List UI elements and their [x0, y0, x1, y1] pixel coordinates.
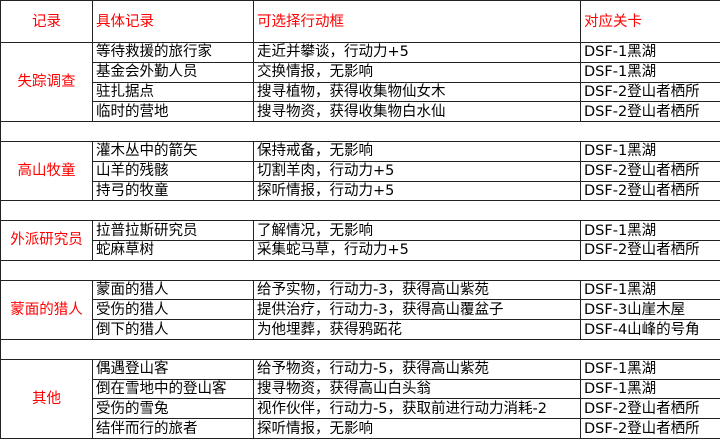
level-cell: DSF-4山峰的号角	[581, 320, 720, 340]
level-cell: DSF-2登山者栖所	[581, 399, 720, 419]
header-row: 记录 具体记录 可选择行动框 对应关卡	[1, 1, 720, 43]
level-cell: DSF-1黑湖	[581, 62, 720, 82]
level-cell: DSF-1黑湖	[581, 359, 720, 379]
level-cell: DSF-1黑湖	[581, 43, 720, 63]
action-cell: 视作伙伴，行动力-5，获取前进行动力消耗-2	[254, 399, 581, 419]
action-cell: 探听情报，行动力+5	[254, 181, 581, 201]
action-cell: 走近并攀谈，行动力+5	[254, 43, 581, 63]
detail-cell: 倒在雪地中的登山客	[93, 379, 254, 399]
group-name: 其他	[1, 359, 93, 438]
detail-cell: 驻扎据点	[93, 82, 254, 102]
action-cell: 提供治疗，行动力-3，获得高山覆盆子	[254, 300, 581, 320]
detail-cell: 持弓的牧童	[93, 181, 254, 201]
spacer-cell	[1, 260, 720, 280]
action-cell: 交换情报，无影响	[254, 62, 581, 82]
level-cell: DSF-2登山者栖所	[581, 102, 720, 122]
detail-cell: 偶遇登山客	[93, 359, 254, 379]
detail-cell: 结伴而行的旅者	[93, 419, 254, 439]
action-cell: 搜寻物资，获得高山白头翁	[254, 379, 581, 399]
header-detail: 具体记录	[93, 1, 254, 43]
detail-cell: 山羊的残骸	[93, 161, 254, 181]
action-cell: 给予物资，行动力-5，获得高山紫苑	[254, 359, 581, 379]
header-record: 记录	[1, 1, 93, 43]
spacer-row	[1, 122, 720, 142]
group-name: 外派研究员	[1, 221, 93, 261]
action-cell: 搜寻植物，获得收集物仙女木	[254, 82, 581, 102]
group-name: 蒙面的猎人	[1, 280, 93, 339]
detail-cell: 受伤的猎人	[93, 300, 254, 320]
level-cell: DSF-3山崖木屋	[581, 300, 720, 320]
level-cell: DSF-2登山者栖所	[581, 240, 720, 260]
spacer-cell	[1, 122, 720, 142]
detail-cell: 等待救援的旅行家	[93, 43, 254, 63]
action-cell: 搜寻物资，获得收集物白水仙	[254, 102, 581, 122]
header-action: 可选择行动框	[254, 1, 581, 43]
spacer-cell	[1, 201, 720, 221]
detail-cell: 基金会外勤人员	[93, 62, 254, 82]
detail-cell: 受伤的雪兔	[93, 399, 254, 419]
action-cell: 切割羊肉，行动力+5	[254, 161, 581, 181]
detail-cell: 蒙面的猎人	[93, 280, 254, 300]
level-cell: DSF-2登山者栖所	[581, 161, 720, 181]
action-cell: 了解情况，无影响	[254, 221, 581, 241]
level-cell: DSF-2登山者栖所	[581, 82, 720, 102]
group-name: 失踪调查	[1, 43, 93, 122]
detail-cell: 倒下的猎人	[93, 320, 254, 340]
level-cell: DSF-1黑湖	[581, 280, 720, 300]
action-cell: 为他埋葬，获得鸦跖花	[254, 320, 581, 340]
action-cell: 保持戒备，无影响	[254, 141, 581, 161]
group-name: 高山牧童	[1, 141, 93, 200]
detail-cell: 蛇麻草树	[93, 240, 254, 260]
level-cell: DSF-1黑湖	[581, 379, 720, 399]
detail-cell: 拉普拉斯研究员	[93, 221, 254, 241]
level-cell: DSF-2登山者栖所	[581, 419, 720, 439]
level-cell: DSF-1黑湖	[581, 141, 720, 161]
spacer-row	[1, 339, 720, 359]
detail-cell: 灌木丛中的箭矢	[93, 141, 254, 161]
action-cell: 采集蛇马草，行动力+5	[254, 240, 581, 260]
spacer-cell	[1, 339, 720, 359]
spacer-row	[1, 260, 720, 280]
header-level: 对应关卡	[581, 1, 720, 43]
action-cell: 给予实物，行动力-3，获得高山紫苑	[254, 280, 581, 300]
spacer-row	[1, 201, 720, 221]
action-cell: 探听情报，无影响	[254, 419, 581, 439]
level-cell: DSF-1黑湖	[581, 221, 720, 241]
detail-cell: 临时的营地	[93, 102, 254, 122]
level-cell: DSF-2登山者栖所	[581, 181, 720, 201]
